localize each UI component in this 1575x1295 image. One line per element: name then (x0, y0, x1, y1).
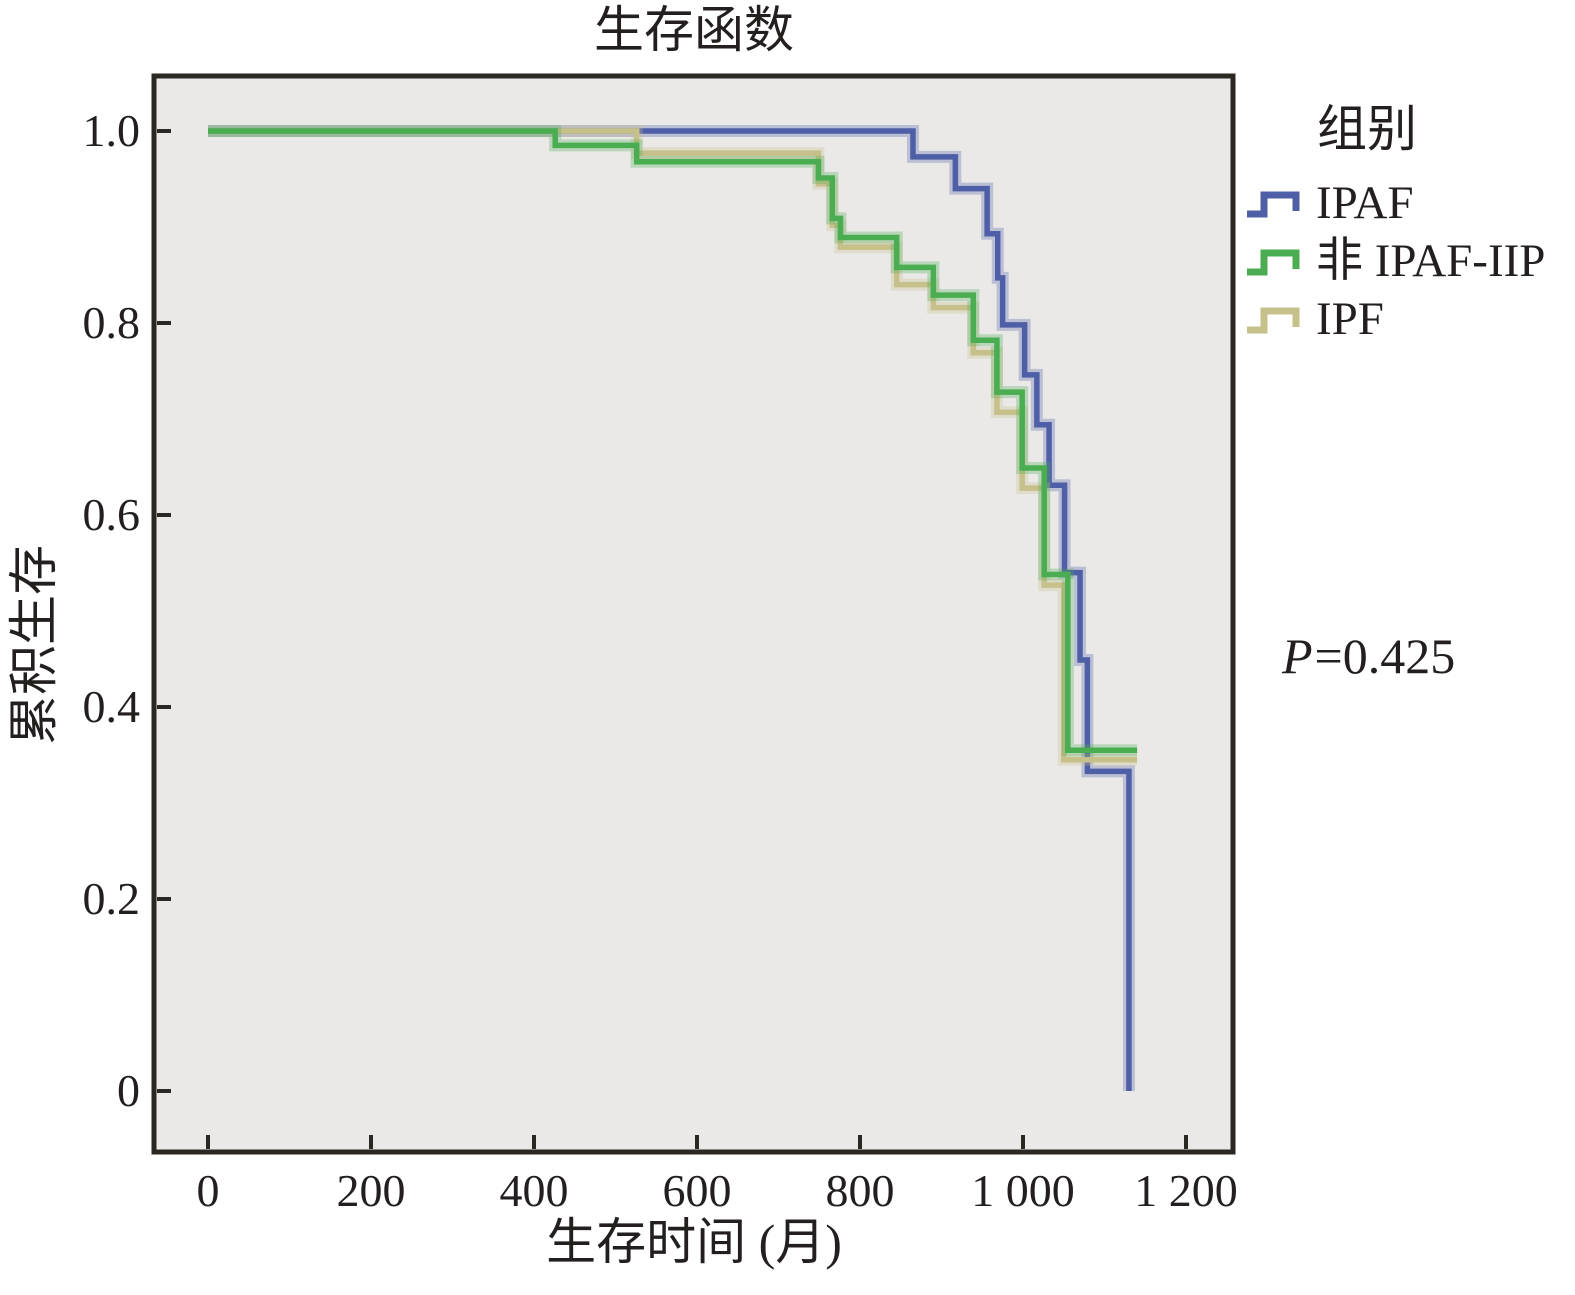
x-axis-title: 生存时间 (月) (546, 1214, 842, 1270)
step-line-icon (1247, 249, 1300, 276)
x-tick-label: 400 (499, 1165, 569, 1216)
x-tick-label: 1 200 (1134, 1165, 1238, 1216)
y-tick-label: 0.4 (82, 681, 141, 732)
p-symbol: P (1282, 628, 1313, 684)
p-value: =0.425 (1314, 628, 1456, 684)
legend-label: 非 IPAF-IIP (1316, 234, 1546, 287)
plot-background (154, 76, 1233, 1152)
y-tick-label: 0.8 (82, 297, 141, 348)
legend-label: IPAF (1316, 176, 1414, 229)
y-tick-label: 0.6 (82, 489, 141, 540)
survival-curve (208, 128, 1138, 753)
legend-item-ipf: IPF (1244, 292, 1384, 345)
legend-label: IPF (1316, 292, 1384, 345)
chart-title: 生存函数 (594, 2, 794, 58)
step-line-icon (1247, 307, 1300, 334)
x-tick-label: 0 (196, 1165, 220, 1216)
x-tick-label: 600 (662, 1165, 732, 1216)
y-tick-label: 0.2 (82, 873, 141, 924)
x-tick-label: 200 (336, 1165, 406, 1216)
y-tick-label: 1.0 (82, 105, 141, 156)
x-tick-label: 1 000 (971, 1165, 1075, 1216)
step-line-icon (1247, 191, 1300, 218)
x-tick-label: 800 (825, 1165, 895, 1216)
p-value-annotation: P=0.425 (1282, 628, 1455, 684)
legend-item-non-ipaf-iip: 非 IPAF-IIP (1244, 234, 1546, 287)
survival-curve (208, 128, 1132, 1091)
legend-title: 组别 (1317, 101, 1417, 157)
y-tick-label: 0 (117, 1065, 140, 1116)
plot-frame (151, 73, 1236, 1155)
legend-item-ipaf: IPAF (1244, 176, 1414, 229)
